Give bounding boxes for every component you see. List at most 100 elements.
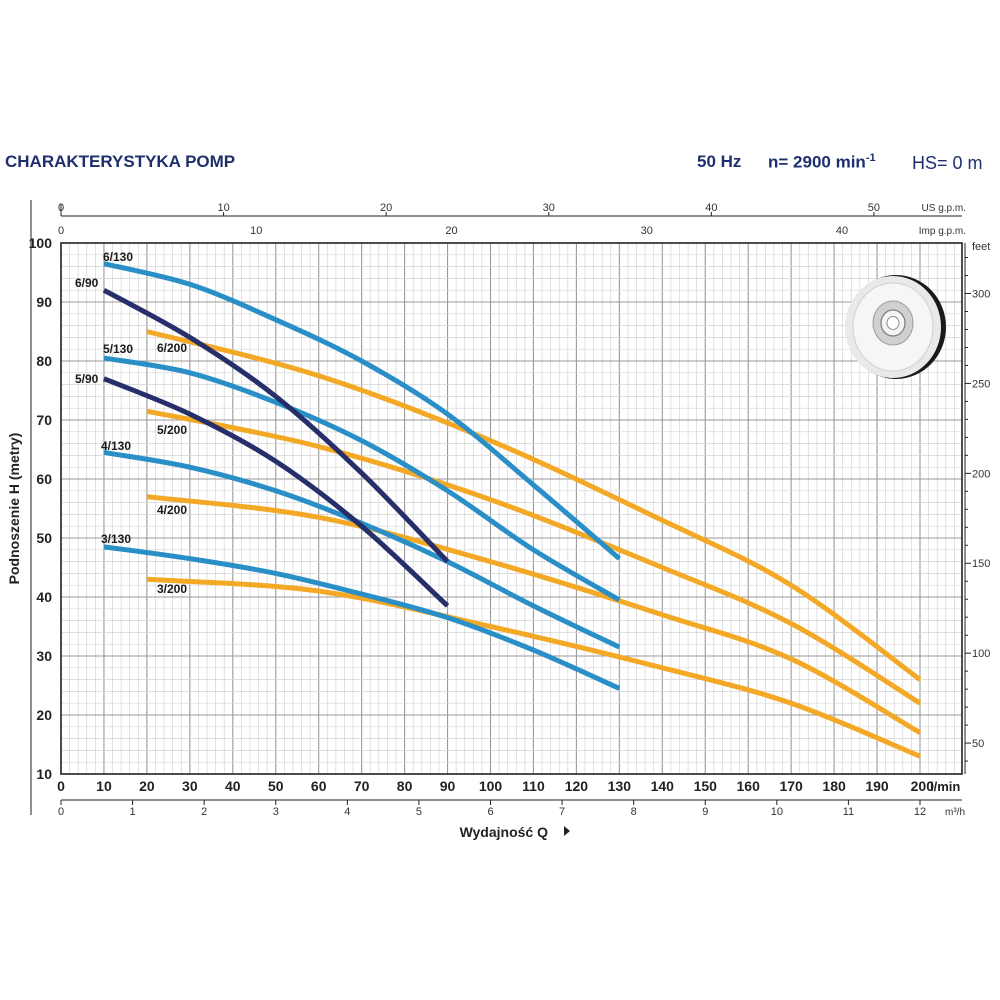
y-axis-title: Podnoszenie H (metry) xyxy=(6,433,22,585)
series-label-5-130: 5/130 xyxy=(103,342,133,356)
series-label-6-90: 6/90 xyxy=(75,276,99,290)
feet-tick-label: 150 xyxy=(972,558,990,570)
curve-6-200 xyxy=(146,329,922,682)
curve-6-130 xyxy=(103,261,621,561)
m3h-tick-label: 3 xyxy=(273,806,279,818)
x-tick-label: 70 xyxy=(354,778,370,794)
series-label-6-200: 6/200 xyxy=(157,341,187,355)
x-tick-label: 100 xyxy=(479,778,503,794)
plot-border xyxy=(60,242,963,775)
m3h-tick-label: 9 xyxy=(702,806,708,818)
imp-gpm-tick-label: 30 xyxy=(641,225,653,237)
m3h-tick-label: 2 xyxy=(201,806,207,818)
x-tick-label: 0 xyxy=(57,778,65,794)
m3h-tick-label: 0 xyxy=(58,806,64,818)
x-tick-label: 50 xyxy=(268,778,284,794)
y-tick-label: 20 xyxy=(36,707,52,723)
x-tick-label: 110 xyxy=(522,778,545,794)
x-tick-label: 140 xyxy=(651,778,675,794)
x-tick-label: 40 xyxy=(225,778,241,794)
imp-gpm-tick-label: 20 xyxy=(445,225,457,237)
curve-5-90 xyxy=(102,376,450,608)
y-tick-label: 60 xyxy=(36,471,52,487)
imp-gpm-tick-label: 10 xyxy=(250,225,262,237)
x-tick-label: 30 xyxy=(182,778,198,794)
speed-label: n= 2900 min-1 xyxy=(768,152,876,173)
x-tick-label: 170 xyxy=(779,778,803,794)
series-label-3-130: 3/130 xyxy=(101,532,131,546)
m3h-unit-label: m³/h xyxy=(945,807,965,818)
imp-gpm-tick-label: 40 xyxy=(836,225,848,237)
plot-frame xyxy=(30,200,966,815)
imp-gpm-unit-label: Imp g.p.m. xyxy=(919,226,966,237)
curve-4-200 xyxy=(146,494,922,735)
us-gpm-tick-label: 30 xyxy=(543,202,555,214)
x-unit-label: l/min xyxy=(930,779,960,794)
m3h-tick-label: 7 xyxy=(559,806,565,818)
x-tick-label: 60 xyxy=(311,778,327,794)
us-gpm-tick-label: 0 xyxy=(58,202,64,214)
y-tick-label: 50 xyxy=(36,530,52,546)
us-gpm-tick-label: 20 xyxy=(380,202,392,214)
curve-6-90 xyxy=(102,288,450,564)
x-tick-label: 150 xyxy=(694,778,718,794)
x-tick-label: 200 xyxy=(911,778,935,794)
x-tick-label: 160 xyxy=(737,778,761,794)
series-label-5-90: 5/90 xyxy=(75,372,99,386)
curves xyxy=(102,261,922,759)
x-tick-label: 90 xyxy=(440,778,456,794)
feet-tick-label: 100 xyxy=(972,648,990,660)
curve-5-130 xyxy=(103,355,621,603)
y-tick-label: 30 xyxy=(36,648,52,664)
y-tick-label: 70 xyxy=(36,412,52,428)
curve-3-200 xyxy=(146,576,921,759)
series-label-4-130: 4/130 xyxy=(101,439,131,453)
m3h-tick-label: 6 xyxy=(487,806,493,818)
y-tick-label: 10 xyxy=(36,766,52,782)
series-label-6-130: 6/130 xyxy=(103,250,133,264)
m3h-tick-label: 5 xyxy=(416,806,422,818)
series-label-4-200: 4/200 xyxy=(157,503,187,517)
x-tick-label: 10 xyxy=(96,778,112,794)
feet-tick-label: 200 xyxy=(972,468,990,480)
arrow-right-icon xyxy=(564,826,570,836)
m3h-tick-label: 8 xyxy=(631,806,637,818)
us-gpm-tick-label: 40 xyxy=(705,202,717,214)
hs-label: HS= 0 m xyxy=(912,153,983,173)
y-tick-label: 80 xyxy=(36,353,52,369)
y-tick-label: 40 xyxy=(36,589,52,605)
us-gpm-tick-label: 10 xyxy=(217,202,229,214)
speed-unit-sup: -1 xyxy=(865,152,876,164)
x-tick-label: 80 xyxy=(397,778,413,794)
us-gpm-tick-label: 50 xyxy=(868,202,880,214)
imp-gpm-tick-label: 0 xyxy=(58,225,64,237)
series-label-5-200: 5/200 xyxy=(157,423,187,437)
m3h-tick-label: 1 xyxy=(130,806,136,818)
x-axis-title: Wydajność Q xyxy=(460,824,549,840)
impeller-image xyxy=(845,275,946,379)
y-tick-label: 90 xyxy=(36,294,52,310)
us-gpm-unit-label: US g.p.m. xyxy=(922,203,966,214)
feet-tick-label: 50 xyxy=(972,738,984,750)
x-tick-label: 130 xyxy=(608,778,632,794)
x-tick-label: 20 xyxy=(139,778,155,794)
curve-3-130 xyxy=(103,544,621,691)
grid xyxy=(60,242,962,775)
curve-5-200 xyxy=(146,408,922,706)
x-tick-label: 120 xyxy=(565,778,589,794)
m3h-tick-label: 4 xyxy=(344,806,350,818)
feet-tick-label: 300 xyxy=(972,288,990,300)
y-tick-label: 100 xyxy=(29,235,53,251)
series-label-3-200: 3/200 xyxy=(157,582,187,596)
frequency-label: 50 Hz xyxy=(697,152,742,171)
speed-value: n= 2900 min xyxy=(768,152,866,172)
feet-tick-label: 250 xyxy=(972,378,990,390)
chart-title: CHARAKTERYSTYKA POMP xyxy=(5,152,236,171)
feet-unit-label: feet xyxy=(972,241,990,253)
x-tick-label: 190 xyxy=(865,778,889,794)
m3h-tick-label: 11 xyxy=(843,806,854,818)
m3h-tick-label: 12 xyxy=(914,806,926,818)
m3h-tick-label: 10 xyxy=(771,806,783,818)
